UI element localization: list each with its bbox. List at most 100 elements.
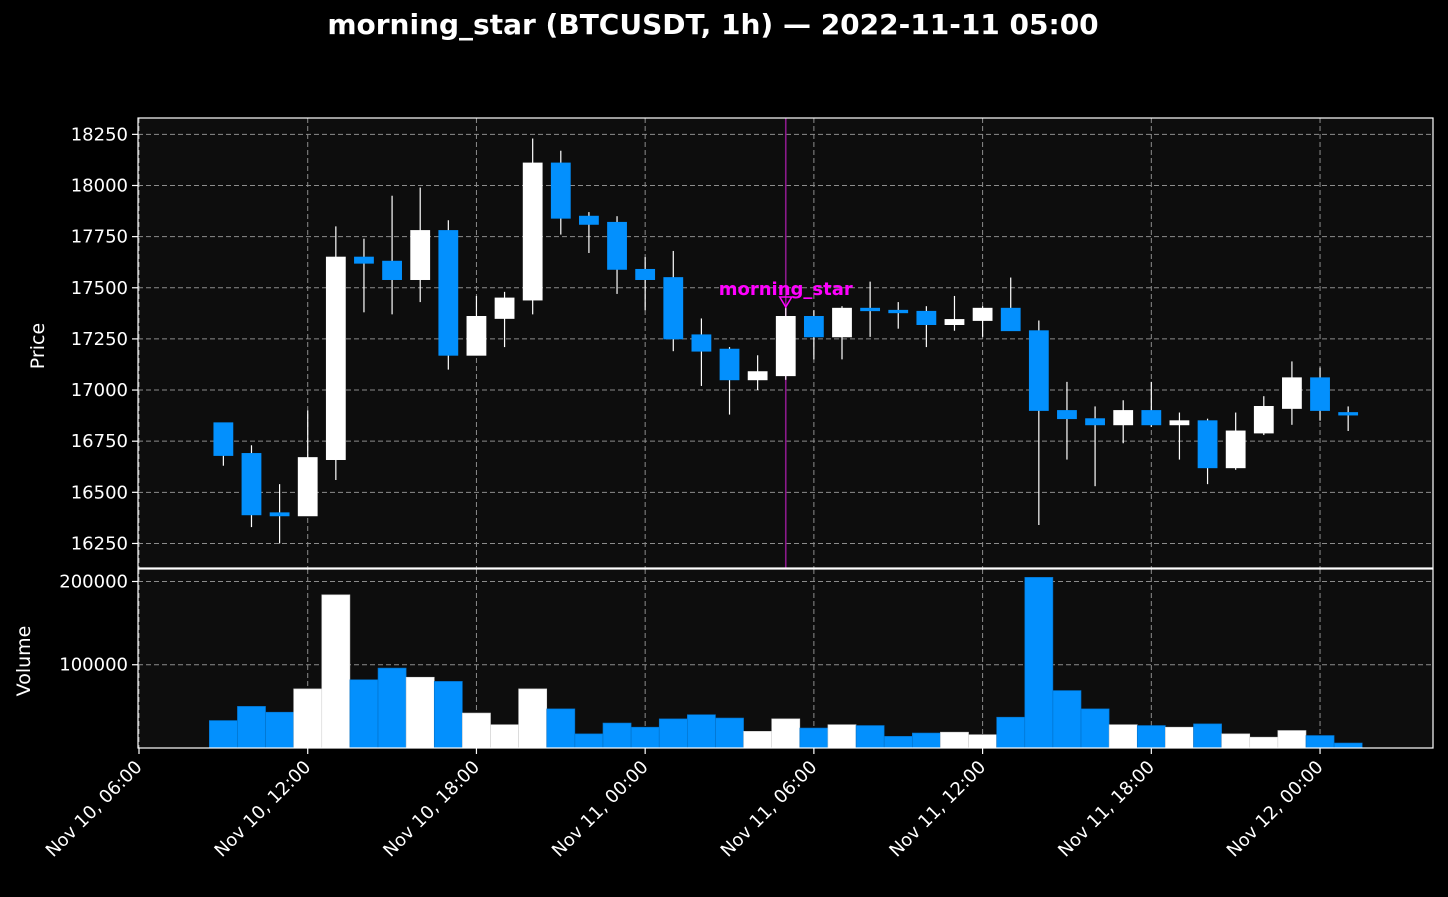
volume-bar (630, 726, 660, 749)
volume-bar (1052, 690, 1082, 749)
candle-body (269, 512, 290, 517)
price-tick-label: 16250 (71, 533, 128, 554)
volume-bar (1305, 735, 1335, 749)
volume-bar (462, 712, 491, 749)
volume-bar (490, 724, 519, 749)
volume-bar (1108, 724, 1138, 749)
volume-bar (883, 736, 913, 749)
candle-body (1338, 412, 1359, 416)
candle-body (550, 162, 571, 219)
volume-bar (265, 711, 294, 749)
candle-body (1310, 377, 1330, 411)
candle-body (579, 215, 599, 225)
volume-bar (940, 731, 969, 749)
volume-bar (1333, 742, 1363, 749)
price-axis-label: Price (27, 323, 49, 369)
candle-body (1000, 307, 1021, 332)
volume-bar (293, 688, 323, 749)
candle-body (466, 316, 487, 356)
pattern-marker-triangle (778, 296, 794, 309)
candle-body (1225, 430, 1246, 469)
volume-bar (433, 681, 463, 749)
candle-body (607, 221, 627, 270)
pattern-label: morning_star (719, 279, 853, 300)
candle-body (241, 453, 262, 516)
time-tick-label: Nov 12, 00:00 (1223, 757, 1328, 862)
volume-bar (602, 722, 632, 749)
candle-body (1057, 410, 1077, 420)
time-tick-label: Nov 11, 18:00 (1054, 757, 1159, 862)
volume-bar (209, 720, 238, 749)
candle-body (1085, 418, 1105, 426)
volume-bar (1165, 726, 1194, 749)
volume-bar (968, 734, 997, 749)
volume-bar (1136, 725, 1166, 749)
candle-body (775, 316, 796, 377)
volume-bar (405, 676, 435, 749)
volume-bar (349, 679, 379, 749)
candle-body (1169, 420, 1190, 426)
candle-body (663, 277, 684, 340)
candle-body (522, 162, 543, 301)
volume-bar (377, 667, 407, 749)
time-tick-label: Nov 11, 12:00 (885, 757, 990, 862)
volume-bar (1277, 730, 1307, 749)
price-tick-label: 17500 (71, 278, 128, 299)
volume-bar (799, 727, 829, 749)
volume-bar (827, 724, 857, 749)
candle-body (719, 348, 740, 381)
chart-title: morning_star (BTCUSDT, 1h) — 2022-11-11 … (327, 8, 1099, 41)
candle-body (438, 230, 459, 356)
volume-bar (546, 708, 576, 749)
volume-tick-label: 200000 (59, 571, 128, 592)
candle-body (888, 309, 909, 314)
price-tick-label: 17250 (71, 329, 128, 350)
volume-tick-label: 100000 (59, 655, 128, 676)
volume-bar (687, 714, 716, 749)
volume-bar (771, 718, 801, 749)
volume-bar (1024, 577, 1054, 749)
price-tick-label: 16500 (71, 482, 128, 503)
volume-bar (518, 688, 548, 749)
candle-body (944, 319, 965, 325)
price-tick-label: 18000 (71, 176, 128, 197)
candles (213, 138, 1359, 544)
volume-bar (911, 732, 941, 749)
candle-body (494, 297, 515, 319)
time-tick-label: Nov 11, 00:00 (548, 757, 653, 862)
candle-body (1028, 330, 1049, 411)
candle-body (297, 457, 318, 517)
volume-bar (321, 594, 351, 749)
candle-body (747, 371, 768, 381)
volume-axis-label: Volume (13, 626, 35, 697)
volume-bar (743, 731, 773, 749)
volume-bar (574, 733, 604, 749)
volume-bar (1249, 736, 1279, 749)
volume-bar (658, 718, 688, 749)
time-tick-label: Nov 10, 12:00 (211, 757, 316, 862)
candle-body (916, 310, 937, 325)
volume-bar (1080, 708, 1110, 749)
candle-body (1253, 406, 1274, 434)
candle-body (691, 334, 712, 352)
candle-body (803, 316, 824, 338)
candle-body (213, 422, 234, 456)
time-tick-label: Nov 10, 06:00 (42, 757, 147, 862)
pattern-annotation: morning_star (719, 279, 853, 309)
candle-body (354, 256, 374, 264)
volume-bar (237, 706, 266, 749)
price-tick-label: 16750 (71, 431, 128, 452)
candle-body (382, 260, 402, 280)
candle-body (972, 307, 993, 321)
volume-bar (855, 725, 885, 749)
candle-body (1141, 410, 1162, 426)
candle-body (1282, 377, 1302, 409)
candle-body (410, 230, 431, 280)
volume-bar (1193, 723, 1222, 749)
candle-body (832, 307, 852, 338)
volume-bar (1221, 733, 1251, 749)
candle-body (1197, 420, 1218, 469)
time-tick-label: Nov 11, 06:00 (717, 757, 822, 862)
candle-body (325, 256, 346, 460)
